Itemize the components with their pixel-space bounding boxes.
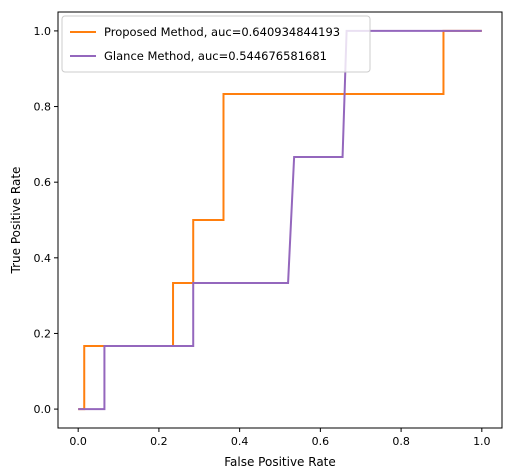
- y-axis-ticks: 0.0 0.2 0.4 0.6 0.8 1.0: [34, 25, 58, 416]
- legend: Proposed Method, auc=0.640934844193 Glan…: [61, 15, 371, 73]
- x-tick-label: 0.8: [392, 435, 410, 448]
- y-tick-label: 0.6: [34, 176, 52, 189]
- x-tick-label: 0.2: [150, 435, 168, 448]
- plot-lines: [78, 29, 482, 411]
- series-line-glance: [78, 29, 482, 411]
- y-tick-label: 0.8: [34, 101, 52, 114]
- legend-label-proposed: Proposed Method, auc=0.640934844193: [104, 25, 340, 39]
- x-tick-label: 0.4: [231, 435, 249, 448]
- x-tick-label: 1.0: [473, 435, 491, 448]
- x-axis-title: False Positive Rate: [224, 455, 336, 469]
- plot-frame: [57, 11, 503, 429]
- x-tick-label: 0.0: [69, 435, 87, 448]
- x-tick-label: 0.6: [312, 435, 330, 448]
- x-axis-ticks: 0.0 0.2 0.4 0.6 0.8 1.0: [69, 428, 491, 448]
- y-tick-label: 0.0: [34, 403, 52, 416]
- plot-area: [58, 12, 502, 428]
- y-axis-title: True Positive Rate: [9, 167, 23, 275]
- y-tick-label: 1.0: [34, 25, 52, 38]
- y-tick-label: 0.4: [34, 252, 52, 265]
- legend-label-glance: Glance Method, auc=0.544676581681: [104, 49, 327, 63]
- series-line-proposed: [78, 29, 482, 411]
- legend-box: [61, 15, 371, 73]
- y-tick-label: 0.2: [34, 327, 52, 340]
